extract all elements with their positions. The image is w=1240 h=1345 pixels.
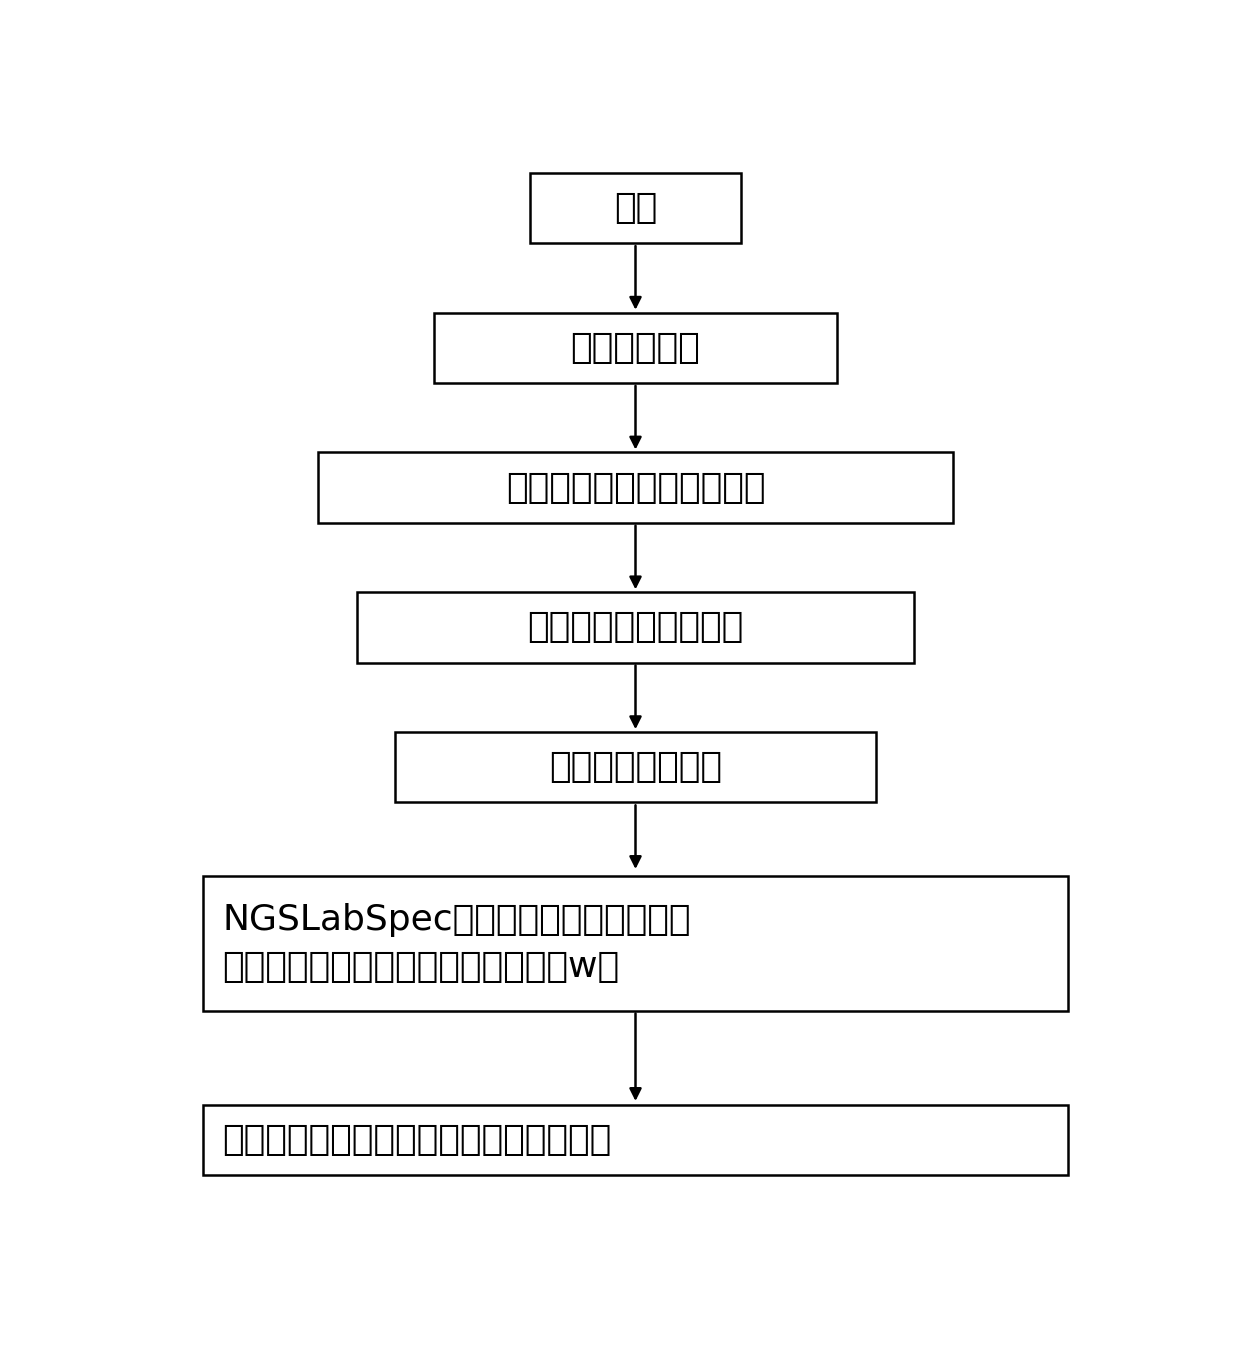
- Bar: [319, 452, 952, 523]
- Text: NGSLabSpec软件对拉曼谱峰进行峰位
拟合，得到拉曼谱峰精确的半宽值（w）: NGSLabSpec软件对拉曼谱峰进行峰位 拟合，得到拉曼谱峰精确的半宽值（w）: [222, 902, 691, 985]
- Text: 对比半宽值变化，获得白云石有序度信息: 对比半宽值变化，获得白云石有序度信息: [222, 1123, 611, 1157]
- Bar: [203, 876, 1068, 1010]
- Text: 显微镜下观察定位样品: 显微镜下观察定位样品: [527, 611, 744, 644]
- Bar: [396, 732, 875, 803]
- Text: 普通薄片磨制: 普通薄片磨制: [570, 331, 701, 364]
- Bar: [529, 172, 742, 243]
- Text: 样品: 样品: [614, 191, 657, 225]
- Bar: [357, 592, 914, 663]
- Text: 拉曼光谱测试分析: 拉曼光谱测试分析: [549, 751, 722, 784]
- Text: 激光拉曼光谱仪器标样校正: 激光拉曼光谱仪器标样校正: [506, 471, 765, 504]
- Bar: [203, 1104, 1068, 1176]
- Bar: [434, 312, 837, 383]
